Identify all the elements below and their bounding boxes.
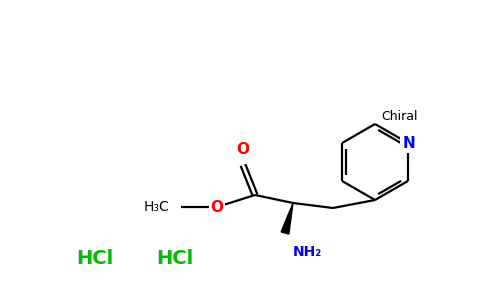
Text: HCl: HCl [76,248,114,268]
Text: N: N [403,136,415,151]
Text: O: O [211,200,224,214]
Text: O: O [237,142,249,157]
Polygon shape [281,203,293,234]
Text: NH₂: NH₂ [293,245,322,259]
Text: HCl: HCl [156,248,194,268]
Text: Chiral: Chiral [382,110,418,123]
Text: H₃C: H₃C [143,200,169,214]
